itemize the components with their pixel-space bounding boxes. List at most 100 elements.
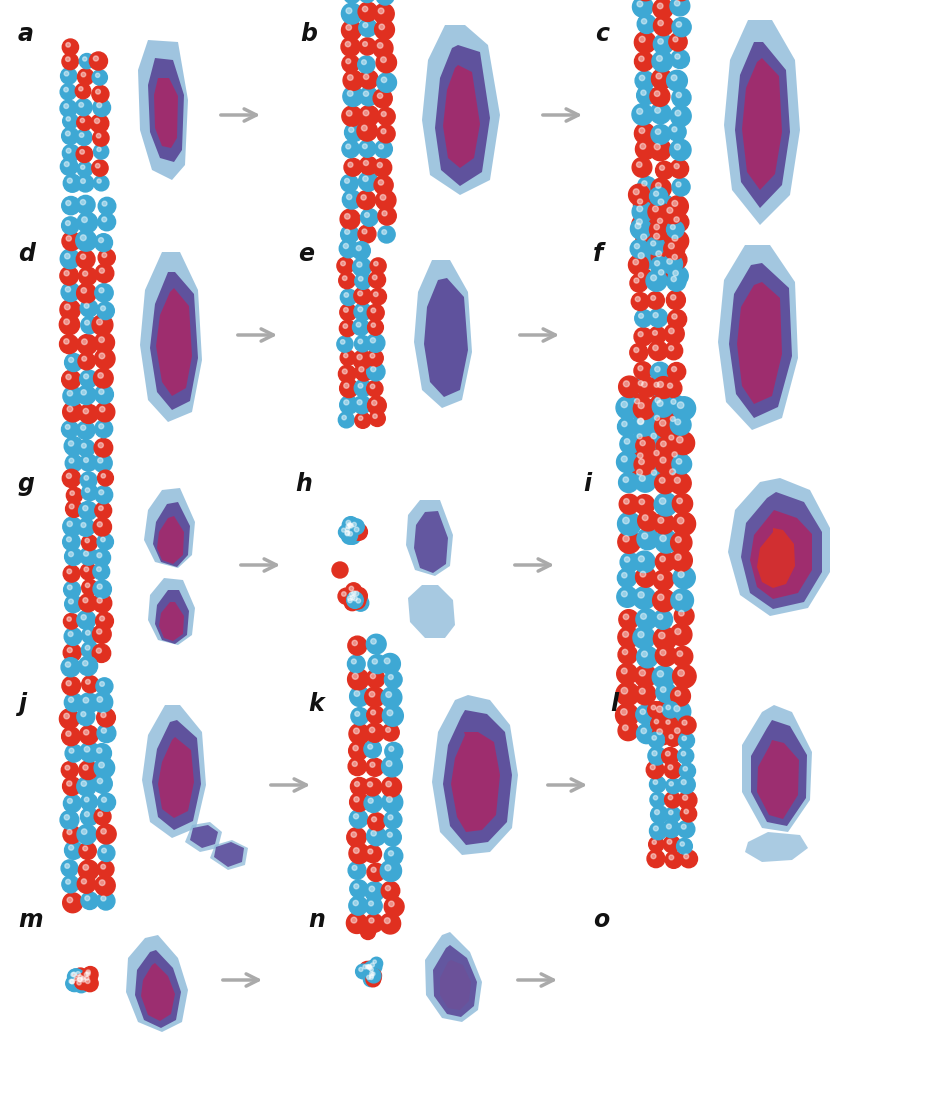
Circle shape (64, 595, 82, 613)
Circle shape (372, 275, 377, 279)
Circle shape (665, 807, 681, 823)
Circle shape (636, 206, 643, 211)
Circle shape (377, 163, 383, 167)
Circle shape (366, 965, 371, 969)
Circle shape (348, 524, 352, 528)
Circle shape (634, 243, 639, 249)
Circle shape (637, 418, 644, 425)
Circle shape (638, 592, 644, 598)
Circle shape (95, 349, 115, 368)
Circle shape (634, 309, 652, 327)
Circle shape (618, 473, 638, 493)
Circle shape (65, 500, 82, 517)
Circle shape (345, 213, 350, 219)
Circle shape (61, 249, 80, 268)
Circle shape (634, 123, 655, 144)
Circle shape (85, 583, 90, 587)
Circle shape (366, 333, 384, 352)
Circle shape (94, 758, 115, 778)
Circle shape (81, 879, 86, 884)
Circle shape (618, 376, 640, 397)
Circle shape (370, 962, 374, 967)
Polygon shape (728, 478, 830, 616)
Circle shape (80, 254, 85, 260)
Circle shape (61, 84, 77, 100)
Circle shape (653, 826, 658, 830)
Circle shape (367, 960, 382, 975)
Circle shape (386, 761, 392, 767)
Circle shape (60, 334, 79, 353)
Circle shape (366, 826, 386, 846)
Circle shape (677, 498, 683, 504)
Circle shape (637, 377, 657, 397)
Circle shape (60, 100, 77, 117)
Circle shape (82, 597, 88, 603)
Circle shape (81, 969, 96, 983)
Circle shape (634, 189, 639, 195)
Text: j: j (18, 692, 27, 716)
Circle shape (363, 965, 367, 969)
Circle shape (65, 879, 70, 884)
Circle shape (651, 716, 667, 732)
Circle shape (348, 162, 353, 167)
Circle shape (86, 970, 90, 975)
Circle shape (362, 59, 366, 65)
Circle shape (75, 971, 90, 987)
Circle shape (618, 720, 638, 740)
Circle shape (84, 304, 89, 308)
Circle shape (635, 297, 640, 301)
Circle shape (93, 549, 111, 566)
Circle shape (77, 707, 95, 726)
Circle shape (77, 212, 98, 233)
Circle shape (677, 821, 695, 838)
Circle shape (346, 58, 350, 64)
Circle shape (62, 421, 79, 438)
Circle shape (616, 663, 637, 684)
Circle shape (384, 811, 402, 828)
Circle shape (77, 114, 93, 131)
Circle shape (346, 525, 350, 529)
Circle shape (348, 524, 353, 528)
Polygon shape (718, 245, 798, 430)
Circle shape (66, 976, 81, 991)
Circle shape (650, 447, 669, 465)
Circle shape (654, 416, 659, 420)
Circle shape (65, 221, 70, 226)
Circle shape (650, 87, 670, 107)
Circle shape (344, 293, 348, 297)
Circle shape (655, 452, 677, 474)
Circle shape (369, 968, 373, 971)
Circle shape (629, 184, 650, 206)
Circle shape (78, 874, 96, 893)
Circle shape (79, 843, 97, 859)
Circle shape (359, 140, 376, 157)
Circle shape (78, 440, 95, 456)
Circle shape (77, 284, 97, 304)
Circle shape (93, 692, 113, 713)
Circle shape (367, 864, 385, 881)
Circle shape (63, 893, 82, 913)
Circle shape (81, 389, 86, 395)
Circle shape (375, 20, 395, 40)
Circle shape (80, 425, 86, 430)
Circle shape (349, 792, 368, 812)
Polygon shape (141, 962, 175, 1021)
Circle shape (80, 892, 98, 910)
Circle shape (98, 521, 102, 527)
Circle shape (672, 664, 696, 689)
Circle shape (651, 411, 669, 429)
Circle shape (342, 368, 348, 374)
Circle shape (384, 896, 404, 916)
Circle shape (68, 358, 74, 363)
Circle shape (678, 571, 684, 578)
Circle shape (672, 647, 693, 667)
Circle shape (80, 119, 84, 123)
Circle shape (332, 562, 348, 578)
Circle shape (97, 553, 101, 558)
Circle shape (97, 629, 102, 634)
Circle shape (358, 416, 363, 420)
Circle shape (80, 454, 98, 471)
Circle shape (674, 728, 680, 734)
Circle shape (342, 3, 363, 24)
Circle shape (346, 527, 349, 531)
